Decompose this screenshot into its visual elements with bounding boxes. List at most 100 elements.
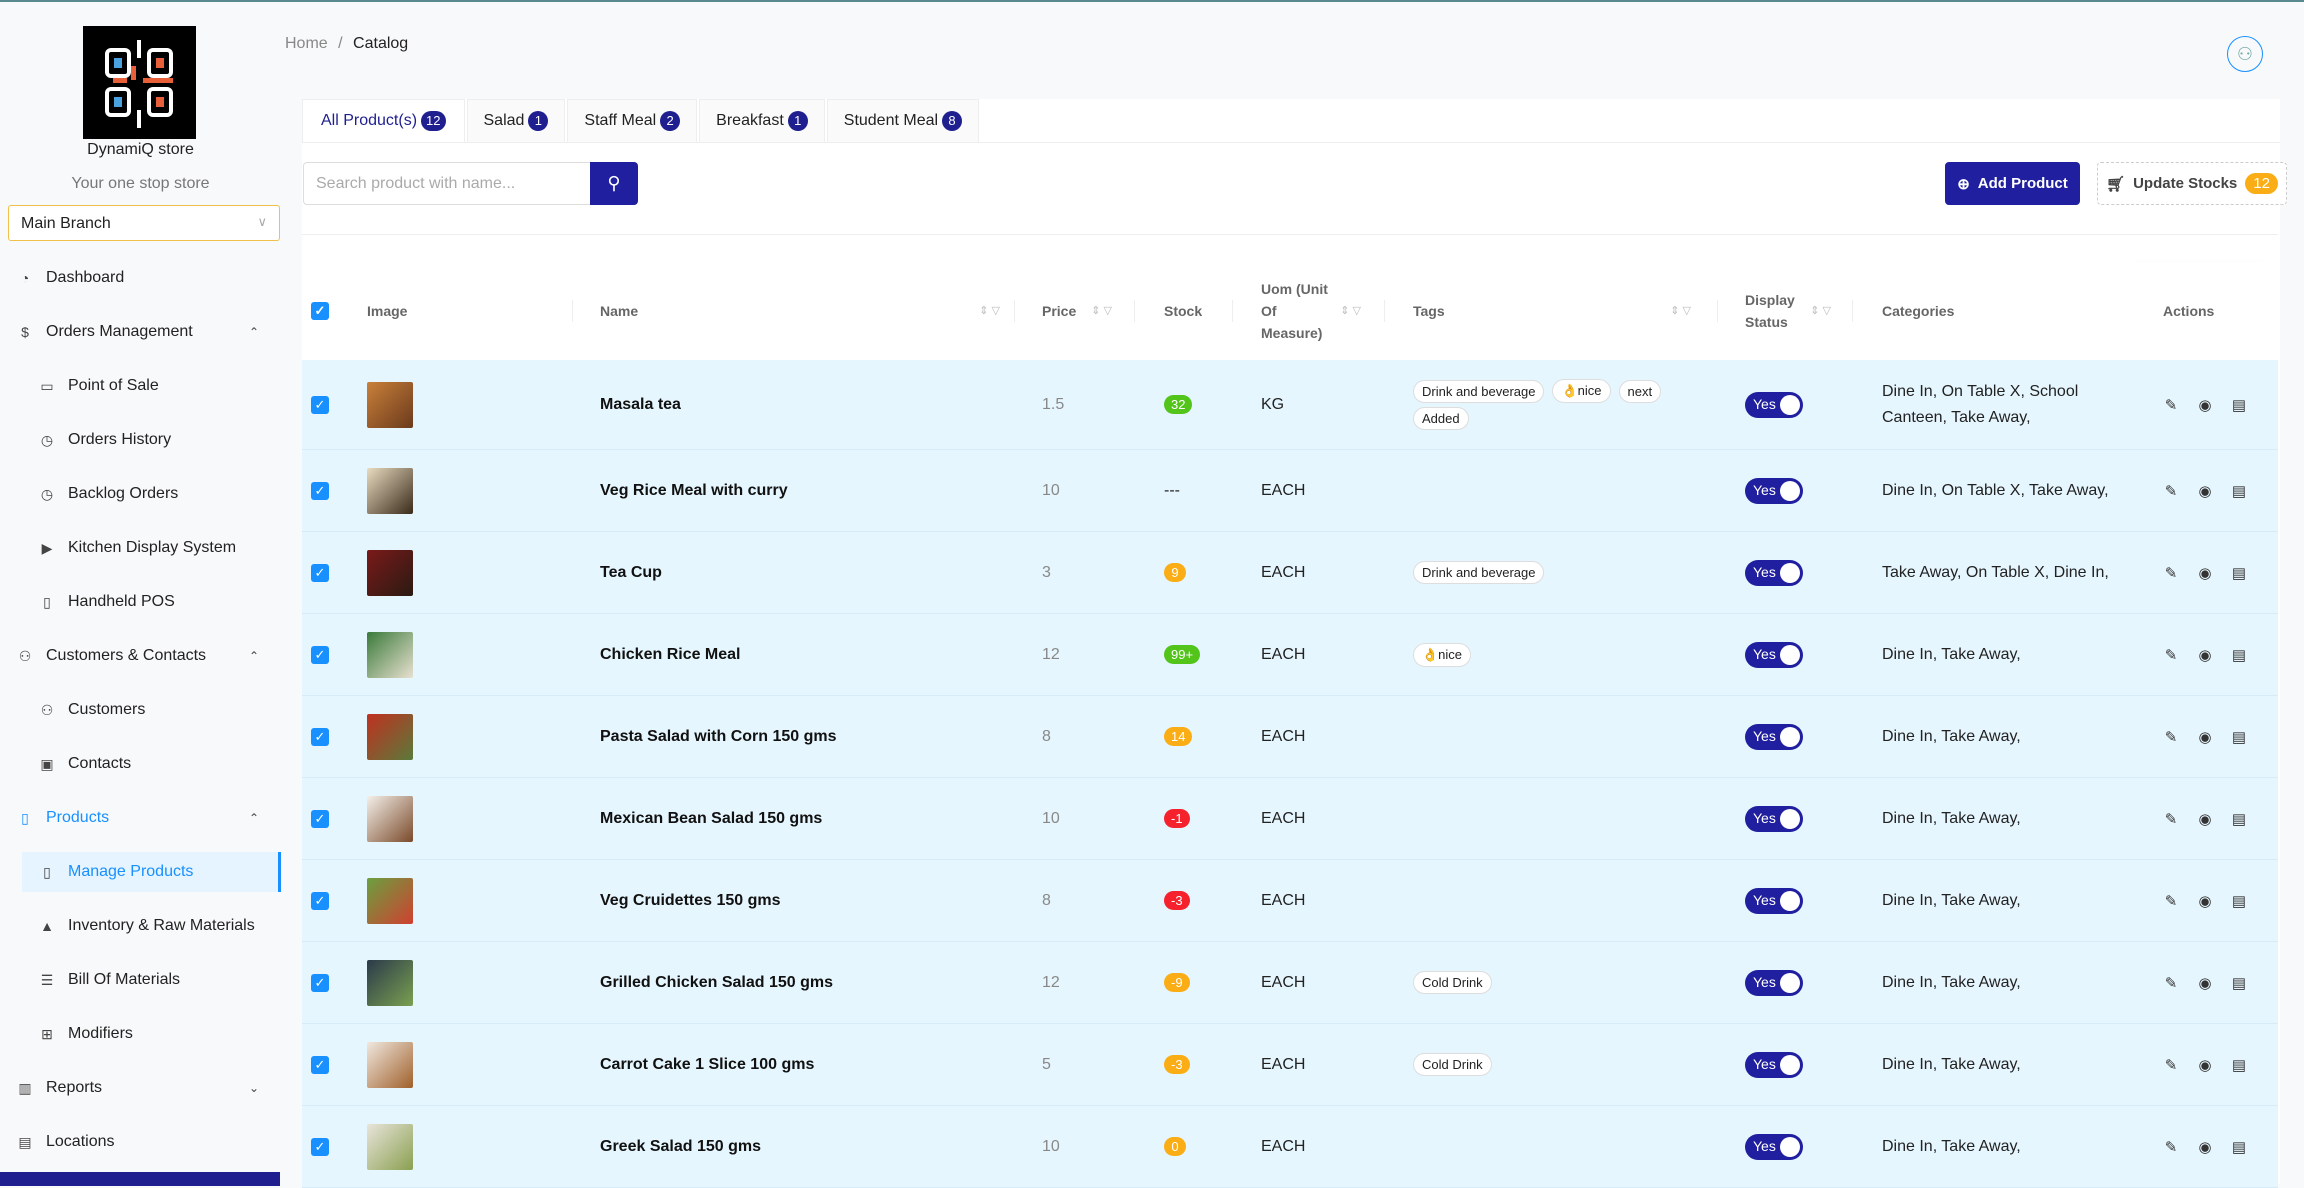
eye-icon[interactable]: ◉ xyxy=(2198,1138,2212,1156)
table-row[interactable]: ✓ Masala tea 1.5 32 KG Drink and beverag… xyxy=(302,360,2278,450)
eye-icon[interactable]: ◉ xyxy=(2198,396,2212,414)
chevron-up-icon[interactable]: ⌃ xyxy=(248,811,259,825)
file-text-icon[interactable]: ▤ xyxy=(2231,810,2247,828)
table-row[interactable]: ✓ Grilled Chicken Salad 150 gms 12 -9 EA… xyxy=(302,942,2278,1024)
row-checkbox[interactable]: ✓ xyxy=(311,809,329,828)
file-text-icon[interactable]: ▤ xyxy=(2231,482,2247,500)
sidebar-item-dashboard[interactable]: ◔ Dashboard xyxy=(0,258,281,298)
eye-icon[interactable]: ◉ xyxy=(2198,646,2212,664)
display-status-toggle[interactable]: Yes xyxy=(1745,723,1803,750)
edit-icon[interactable]: ✎ xyxy=(2164,1056,2178,1074)
edit-icon[interactable]: ✎ xyxy=(2164,396,2178,414)
row-checkbox[interactable]: ✓ xyxy=(311,645,329,664)
eye-icon[interactable]: ◉ xyxy=(2198,974,2212,992)
file-text-icon[interactable]: ▤ xyxy=(2231,1056,2247,1074)
display-status-toggle[interactable]: Yes xyxy=(1745,559,1803,586)
edit-icon[interactable]: ✎ xyxy=(2164,564,2178,582)
sidebar-item-inventory-raw-materials[interactable]: ▲ Inventory & Raw Materials xyxy=(0,906,281,946)
file-text-icon[interactable]: ▤ xyxy=(2231,646,2247,664)
display-status-toggle[interactable]: Yes xyxy=(1745,805,1803,832)
sidebar-item-bill-of-materials[interactable]: ☰ Bill Of Materials xyxy=(0,960,281,1000)
chevron-down-icon[interactable]: ⌄ xyxy=(248,1081,259,1095)
search-input[interactable]: Search product with name... xyxy=(303,162,591,205)
update-stocks-button[interactable]: 🛒︎ Update Stocks 12 xyxy=(2097,162,2287,205)
sort-filter-icon[interactable]: ⇕ ▽ xyxy=(1091,305,1112,317)
sidebar-item-customers-contacts[interactable]: ⚇ Customers & Contacts ⌃ xyxy=(0,636,281,676)
chevron-up-icon[interactable]: ⌃ xyxy=(248,649,259,663)
user-avatar-icon[interactable]: ⚇ xyxy=(2227,36,2263,72)
edit-icon[interactable]: ✎ xyxy=(2164,974,2178,992)
add-product-button[interactable]: ⊕ Add Product xyxy=(1945,162,2080,205)
edit-icon[interactable]: ✎ xyxy=(2164,1138,2178,1156)
display-status-toggle[interactable]: Yes xyxy=(1745,641,1803,668)
eye-icon[interactable]: ◉ xyxy=(2198,482,2212,500)
select-all-checkbox[interactable]: ✓ xyxy=(311,302,329,320)
table-row[interactable]: ✓ Veg Cruidettes 150 gms 8 -3 EACH Yes D… xyxy=(302,860,2278,942)
sidebar-item-orders-management[interactable]: $ Orders Management ⌃ xyxy=(0,312,281,352)
eye-icon[interactable]: ◉ xyxy=(2198,564,2212,582)
display-status-toggle[interactable]: Yes xyxy=(1745,391,1803,418)
tab-breakfast[interactable]: Breakfast 1 xyxy=(699,99,825,143)
edit-icon[interactable]: ✎ xyxy=(2164,728,2178,746)
sidebar-item-products[interactable]: ▯ Products ⌃ xyxy=(0,798,281,838)
eye-icon[interactable]: ◉ xyxy=(2198,892,2212,910)
tab-all-product-s[interactable]: All Product(s) 12 xyxy=(302,99,465,143)
branch-select[interactable]: Main Branch ∨ xyxy=(8,205,280,241)
file-text-icon[interactable]: ▤ xyxy=(2231,892,2247,910)
edit-icon[interactable]: ✎ xyxy=(2164,646,2178,664)
file-text-icon[interactable]: ▤ xyxy=(2231,974,2247,992)
file-text-icon[interactable]: ▤ xyxy=(2231,564,2247,582)
sidebar-item-modifiers[interactable]: ⊞ Modifiers xyxy=(0,1014,281,1054)
display-status-toggle[interactable]: Yes xyxy=(1745,1133,1803,1160)
table-row[interactable]: ✓ Veg Rice Meal with curry 10 --- EACH Y… xyxy=(302,450,2278,532)
file-text-icon[interactable]: ▤ xyxy=(2231,1138,2247,1156)
row-checkbox[interactable]: ✓ xyxy=(311,481,329,500)
sidebar-item-contacts[interactable]: ▣ Contacts xyxy=(0,744,281,784)
chevron-up-icon[interactable]: ⌃ xyxy=(248,325,259,339)
table-row[interactable]: ✓ Pasta Salad with Corn 150 gms 8 14 EAC… xyxy=(302,696,2278,778)
eye-icon[interactable]: ◉ xyxy=(2198,728,2212,746)
display-status-toggle[interactable]: Yes xyxy=(1745,969,1803,996)
sidebar-item-kitchen-display-system[interactable]: ▶ Kitchen Display System xyxy=(0,528,281,568)
display-status-toggle[interactable]: Yes xyxy=(1745,477,1803,504)
row-checkbox[interactable]: ✓ xyxy=(311,891,329,910)
sort-filter-icon[interactable]: ⇕ ▽ xyxy=(1810,305,1831,317)
sidebar-item-manage-products[interactable]: ▯ Manage Products xyxy=(22,852,281,892)
row-checkbox[interactable]: ✓ xyxy=(311,727,329,746)
row-checkbox[interactable]: ✓ xyxy=(311,395,329,414)
tab-salad[interactable]: Salad 1 xyxy=(466,99,566,143)
sort-filter-icon[interactable]: ⇕ ▽ xyxy=(979,305,1000,317)
table-row[interactable]: ✓ Chicken Rice Meal 12 99+ EACH 👌nice Ye… xyxy=(302,614,2278,696)
edit-icon[interactable]: ✎ xyxy=(2164,482,2178,500)
eye-icon[interactable]: ◉ xyxy=(2198,810,2212,828)
tab-staff-meal[interactable]: Staff Meal 2 xyxy=(567,99,698,143)
sidebar-item-point-of-sale[interactable]: ▭ Point of Sale xyxy=(0,366,281,406)
row-checkbox[interactable]: ✓ xyxy=(311,563,329,582)
tab-student-meal[interactable]: Student Meal 8 xyxy=(826,99,980,143)
breadcrumb-home[interactable]: Home xyxy=(285,35,328,52)
display-status-toggle[interactable]: Yes xyxy=(1745,887,1803,914)
display-status-toggle[interactable]: Yes xyxy=(1745,1051,1803,1078)
table-row[interactable]: ✓ Greek Salad 150 gms 10 0 EACH Yes Dine… xyxy=(302,1106,2278,1188)
eye-icon[interactable]: ◉ xyxy=(2198,1056,2212,1074)
table-row[interactable]: ✓ Carrot Cake 1 Slice 100 gms 5 -3 EACH … xyxy=(302,1024,2278,1106)
row-checkbox[interactable]: ✓ xyxy=(311,973,329,992)
row-checkbox[interactable]: ✓ xyxy=(311,1055,329,1074)
edit-icon[interactable]: ✎ xyxy=(2164,810,2178,828)
row-checkbox[interactable]: ✓ xyxy=(311,1137,329,1156)
file-text-icon[interactable]: ▤ xyxy=(2231,396,2247,414)
sidebar-item-orders-history[interactable]: ◷ Orders History xyxy=(0,420,281,460)
sidebar-item-handheld-pos[interactable]: ▯ Handheld POS xyxy=(0,582,281,622)
sort-filter-icon[interactable]: ⇕ ▽ xyxy=(1340,305,1361,317)
sidebar-item-reports[interactable]: ▥ Reports ⌄ xyxy=(0,1068,281,1108)
file-text-icon[interactable]: ▤ xyxy=(2231,728,2247,746)
sort-filter-icon[interactable]: ⇕ ▽ xyxy=(1670,305,1691,317)
sidebar-item-backlog-orders[interactable]: ◷ Backlog Orders xyxy=(0,474,281,514)
table-row[interactable]: ✓ Tea Cup 3 9 EACH Drink and beverage Ye… xyxy=(302,532,2278,614)
tag-chip: Drink and beverage xyxy=(1413,561,1545,584)
edit-icon[interactable]: ✎ xyxy=(2164,892,2178,910)
sidebar-item-customers[interactable]: ⚇ Customers xyxy=(0,690,281,730)
table-row[interactable]: ✓ Mexican Bean Salad 150 gms 10 -1 EACH … xyxy=(302,778,2278,860)
sidebar-item-locations[interactable]: ▤ Locations xyxy=(0,1122,281,1162)
search-button[interactable]: ⚲ xyxy=(590,162,638,205)
